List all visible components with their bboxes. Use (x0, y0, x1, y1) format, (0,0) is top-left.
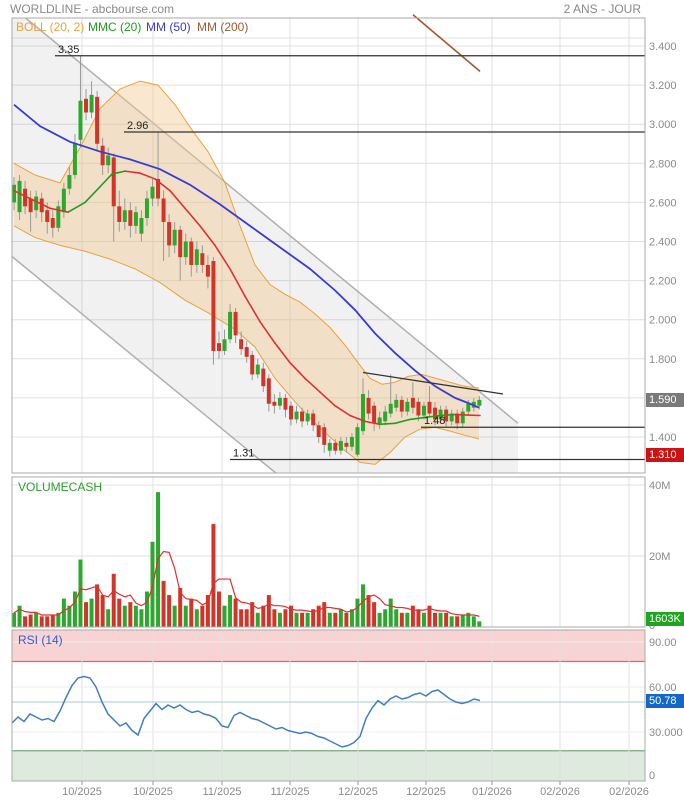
rsi-line (12, 675, 481, 748)
level-label: 3.35 (58, 44, 79, 56)
axis-tick-label: 1.800 (649, 354, 677, 366)
axis-tick-label: 30.000 (649, 727, 683, 739)
panel-borders (11, 17, 646, 782)
axis-tick-label: 0 (649, 770, 655, 782)
candles-layer (12, 55, 482, 457)
legend-item-boll[interactable]: BOLL (20, 2) (16, 20, 85, 34)
level-label: 1.31 (233, 447, 254, 459)
last-price-badge: 1.590 (646, 393, 684, 407)
volume-panel-layer (12, 492, 482, 627)
axis-tick-label: 40M (649, 480, 670, 492)
level-label: 2.96 (127, 120, 148, 132)
axis-tick-label: 1.400 (649, 432, 677, 444)
axis-tick-label: 02/2026 (540, 786, 580, 798)
axis-tick-label: 2.600 (649, 197, 677, 209)
rsi-panel-layer (12, 675, 481, 748)
axis-tick-label: 60.00 (649, 682, 677, 694)
axis-tick-label: 2.800 (649, 158, 677, 170)
rsi-panel-title: RSI (14) (18, 633, 63, 647)
axis-labels: 3.400 3.200 3.000 2.800 2.600 2.400 2.200 2.000… (62, 41, 683, 798)
period-label[interactable]: 2 ANS - JOUR (563, 2, 641, 16)
rsi-value-badge: 50.78 (646, 694, 684, 708)
axis-tick-label: 12/2025 (406, 786, 446, 798)
level-label: 1.48 (424, 415, 445, 427)
legend-item-mm50[interactable]: MM (50) (146, 20, 191, 34)
legend-item-mm200[interactable]: MM (200) (197, 20, 249, 34)
support-price-badge: 1.310 (646, 448, 684, 462)
axis-tick-label: 90.00 (649, 637, 677, 649)
axis-tick-label: 20M (649, 551, 670, 563)
axis-tick-label: 2.400 (649, 237, 677, 249)
volume-ma-line (13, 550, 480, 617)
axis-tick-label: 3.000 (649, 119, 677, 131)
axis-tick-label: 01/2026 (472, 786, 512, 798)
axis-tick-label: 10/2025 (133, 786, 173, 798)
rsi-bands-layer (12, 630, 645, 781)
page-title: WORLDLINE - abcbourse.com (10, 2, 175, 16)
legend-item-mmc20[interactable]: MMC (20) (88, 20, 142, 34)
axis-tick-label: 2.200 (649, 276, 677, 288)
last-volume-badge: 1603K (646, 612, 684, 626)
wedge-trendline (362, 371, 504, 395)
mm200-line (412, 14, 481, 73)
axis-tick-label: 0 (649, 620, 655, 632)
gridlines-layer (12, 18, 645, 781)
axis-tick-label: 10/2025 (62, 786, 102, 798)
axis-tick-label: 2.000 (649, 315, 677, 327)
axis-tick-label: 11/2025 (271, 786, 310, 798)
annotations-layer: 3.35 2.96 1.48 1.31 (55, 44, 645, 461)
axis-tick-label: 12/2025 (338, 786, 378, 798)
axis-tick-label: 02/2026 (609, 786, 649, 798)
axis-tick-label: 3.400 (649, 41, 677, 53)
mmc20-line (13, 170, 481, 426)
volume-panel-title: VOLUMECASH (18, 480, 103, 494)
axis-tick-label: 3.200 (649, 80, 677, 92)
axis-tick-label: 11/2025 (203, 786, 242, 798)
